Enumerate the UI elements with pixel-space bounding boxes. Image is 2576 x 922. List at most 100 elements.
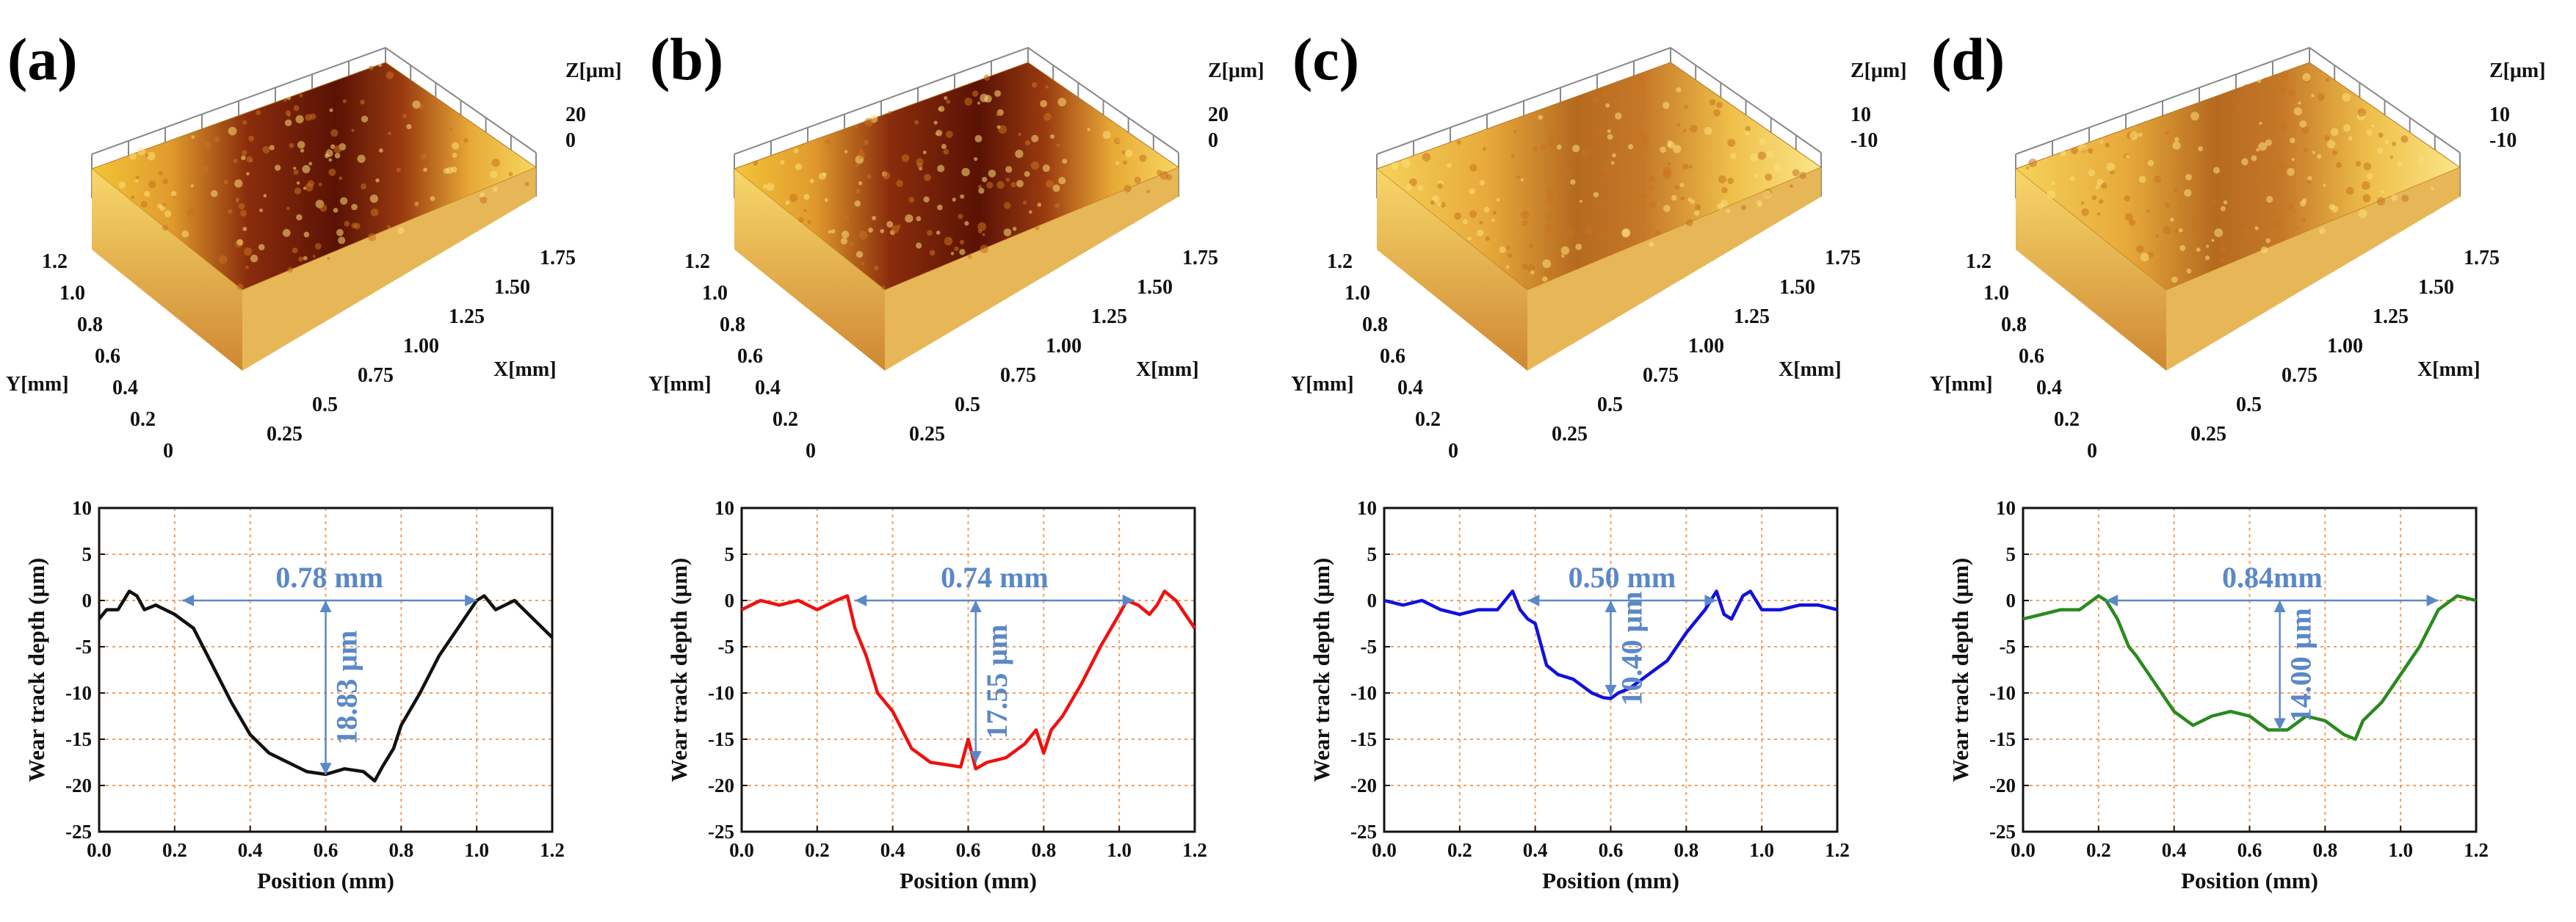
surface-texture [1062,159,1068,164]
x-tick-label: 0.4 [1523,839,1548,861]
width-arrow-head-right [2426,595,2439,606]
surface-texture [1454,212,1462,220]
surface-texture [242,226,247,231]
surface-texture [2186,268,2192,274]
surface-texture [1005,178,1010,182]
surface-texture [2361,181,2370,190]
y-axis-title: Wear track depth (μm) [1309,558,1334,782]
surface-texture [959,249,966,255]
surface-texture [809,178,814,184]
surface-texture [2317,153,2322,159]
surface-texture [2106,162,2116,172]
surface-texture [227,208,233,214]
surface-texture [414,203,419,207]
surface-texture [1469,164,1477,172]
surface-texture [945,131,953,139]
surface-texture [1492,211,1497,215]
surface-plot: Z[μm] 20 0 1.2 1.0 0.8 0.6 0.4 0.2 0 Y[mm] 1.75 1.50… [648,46,1265,462]
width-annotation-label: 0.84mm [2222,561,2323,594]
surface-texture [952,197,956,202]
surface-texture [2290,137,2295,144]
surface-texture [1485,236,1491,242]
z-tick-label: 20 [1208,104,1229,126]
surface-texture [1727,138,1736,148]
x-tick-label: 1.25 [1091,305,1127,328]
surface-texture [158,170,163,176]
x-tick-label: 0.5 [1597,393,1623,416]
surface-texture [2293,107,2303,116]
surface-texture [1647,225,1651,229]
profile-line [1383,589,1838,700]
surface-texture [524,181,529,186]
surface-texture [1792,169,1800,177]
surface-texture [1505,265,1510,269]
surface-texture [1391,162,1399,170]
surface-texture [328,158,333,162]
surface-texture [2301,126,2309,134]
surface-texture [2397,161,2403,167]
surface-texture [1022,200,1027,205]
y-tick-label: 0 [1448,440,1458,462]
surface-texture [118,181,126,189]
surface-texture [798,217,804,223]
y-tick-label: -20 [1989,774,2016,796]
surface-texture [368,233,377,242]
width-arrow-head-right [1704,595,1717,606]
surface-texture [981,176,988,183]
surface-texture [2178,203,2182,207]
surface-texture [980,244,988,254]
surface-texture [2081,208,2089,217]
surface-texture [2099,140,2104,144]
surface-texture [2329,203,2335,211]
surface-texture [977,222,987,231]
surface-texture [2243,228,2250,235]
surface-texture [1121,150,1126,155]
surface-texture [1637,129,1644,137]
surface-texture [1469,188,1475,195]
surface-texture [1730,153,1737,159]
surface-texture [1030,161,1040,170]
surface-texture [1627,144,1634,150]
x-tick-label: 1.0 [464,839,489,861]
surface-texture [369,65,374,70]
panel-1: (a) Z[μm] 20 0 1.2 1.0 0.8 0.6 0.4 0.2 0 Y[mm] 1.75 1… [6,26,622,893]
chart-grid [742,508,1195,832]
y-tick-label: -5 [1361,636,1378,658]
y-tick-label: 1.2 [1966,250,1991,273]
surface-texture [1615,102,1618,106]
surface-texture [2363,162,2372,171]
surface-texture [2325,78,2330,82]
surface-texture [864,117,873,127]
x-tick-label: 1.0 [1107,839,1132,861]
surface-texture [1049,134,1055,139]
width-arrow-head-right [1122,595,1135,606]
surface-texture [300,148,305,153]
x-tick-label: 1.00 [1046,335,1082,357]
surface-texture [2170,217,2174,222]
surface-texture [1005,166,1013,173]
surface-texture [2287,203,2294,210]
y-tick-label: 0.6 [2019,345,2044,368]
x-tick-label: 0.6 [1599,839,1624,861]
surface-texture [1596,200,1602,205]
surface-texture [2265,238,2271,244]
surface-texture [1750,153,1759,161]
surface-texture [1146,189,1151,194]
surface-texture [950,252,955,255]
surface-texture [164,210,172,217]
y-tick-label: 1.0 [59,282,85,305]
surface-texture [984,95,992,103]
surface-texture [269,145,275,150]
surface-texture [1024,171,1030,177]
surface-texture [2355,161,2362,167]
surface-texture [880,228,885,233]
surface-texture [958,214,963,219]
surface-texture [2326,139,2336,149]
surface-texture [2198,146,2203,152]
surface-texture [1401,159,1411,168]
surface-texture [1581,150,1590,159]
y-tick-label: 5 [1367,543,1378,565]
surface-texture [1773,163,1782,172]
surface-texture [2155,234,2159,238]
y-axis-title: Wear track depth (μm) [23,558,49,782]
